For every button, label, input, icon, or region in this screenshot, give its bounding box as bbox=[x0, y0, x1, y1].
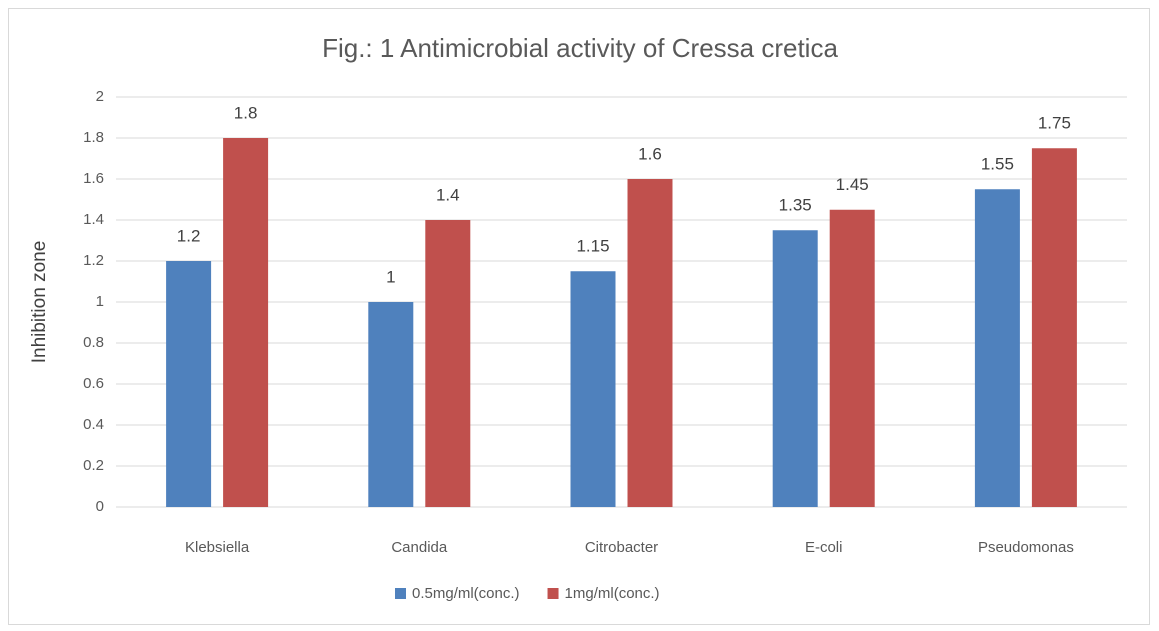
y-tick-label: 1.8 bbox=[83, 129, 104, 146]
bar bbox=[425, 220, 471, 507]
bar bbox=[223, 138, 269, 507]
data-label: 1.75 bbox=[1038, 114, 1071, 133]
data-label: 1.45 bbox=[836, 175, 869, 194]
y-tick-label: 2 bbox=[96, 88, 104, 105]
bar bbox=[1031, 148, 1077, 507]
y-tick-label: 0 bbox=[96, 498, 104, 515]
bar bbox=[368, 302, 414, 507]
y-tick-label: 1.2 bbox=[83, 252, 104, 269]
y-tick-label: 0.2 bbox=[83, 457, 104, 474]
legend-swatch bbox=[395, 588, 406, 599]
bar bbox=[829, 209, 875, 507]
bar bbox=[627, 179, 673, 507]
y-axis-title: Inhibition zone bbox=[29, 241, 50, 364]
y-tick-label: 1.4 bbox=[83, 211, 104, 228]
chart-title: Fig.: 1 Antimicrobial activity of Cressa… bbox=[322, 33, 838, 63]
data-label: 1.15 bbox=[576, 237, 609, 256]
legend-label: 1mg/ml(conc.) bbox=[565, 585, 660, 602]
data-label: 1.2 bbox=[177, 226, 201, 245]
bar bbox=[772, 230, 818, 507]
x-tick-label: E-coli bbox=[805, 539, 843, 556]
bar bbox=[166, 261, 212, 507]
legend-swatch bbox=[547, 588, 559, 599]
data-label: 1.4 bbox=[436, 185, 460, 204]
x-tick-label: Candida bbox=[391, 539, 448, 556]
y-tick-label: 1 bbox=[96, 293, 104, 310]
data-label: 1.35 bbox=[779, 196, 812, 215]
x-tick-label: Pseudomonas bbox=[978, 539, 1074, 556]
data-label: 1.55 bbox=[981, 155, 1014, 174]
data-label: 1 bbox=[386, 267, 395, 286]
bar bbox=[570, 271, 616, 507]
y-tick-label: 0.6 bbox=[83, 375, 104, 392]
data-label: 1.8 bbox=[234, 103, 258, 122]
legend-label: 0.5mg/ml(conc.) bbox=[412, 585, 520, 602]
bar bbox=[974, 189, 1020, 507]
x-tick-label: Citrobacter bbox=[585, 539, 658, 556]
y-tick-label: 0.8 bbox=[83, 334, 104, 351]
y-tick-label: 0.4 bbox=[83, 416, 104, 433]
y-tick-label: 1.6 bbox=[83, 170, 104, 187]
x-tick-label: Klebsiella bbox=[185, 539, 250, 556]
data-label: 1.6 bbox=[638, 144, 662, 163]
